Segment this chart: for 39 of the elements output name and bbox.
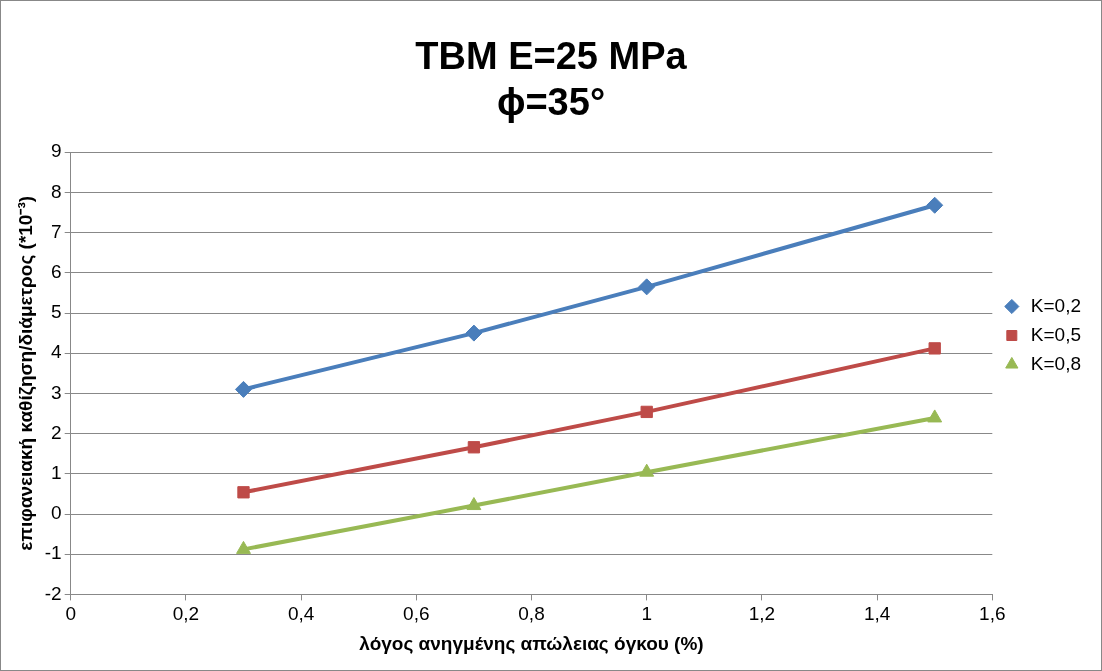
point [927, 409, 943, 423]
x-tick-label: 1,2 [748, 603, 776, 625]
point [465, 324, 483, 342]
point [466, 497, 482, 511]
y-tick-label: 2 [51, 421, 62, 443]
point [237, 486, 250, 499]
x-tick-label: 0,8 [518, 603, 545, 625]
x-tick-label: 1,4 [863, 603, 891, 625]
y-tick-label: -1 [44, 542, 62, 564]
x-axis-title: λόγος ανηγμένης απώλειας όγκου (%) [359, 632, 704, 654]
legend-label: K=0,2 [1030, 294, 1082, 316]
y-tick-label: 8 [51, 180, 62, 202]
x-tick-label: 0 [65, 603, 76, 625]
x-tick-label: 0,2 [172, 603, 200, 625]
y-tick-label: 5 [51, 301, 62, 323]
point [638, 278, 656, 296]
point [928, 342, 941, 355]
chart-title: TBM E=25 MPa ϕ=35° [415, 35, 688, 123]
y-axis-title: επιφανειακή καθίζηση/διάμετρος (*10⁻³) [14, 195, 37, 551]
point [235, 380, 252, 398]
x-tick-label: 0,4 [287, 603, 315, 625]
x-tick-label: 1 [641, 603, 652, 625]
x-tick-label: 1,6 [979, 603, 1006, 625]
y-tick-label: 7 [51, 220, 62, 242]
x-tick-label: 0,6 [403, 603, 430, 625]
legend-label: K=0,8 [1030, 352, 1082, 374]
point [639, 463, 655, 477]
y-tick-label: 0 [51, 502, 62, 524]
y-tick-label: 1 [51, 462, 62, 484]
y-tick-label: 6 [51, 261, 62, 283]
point [467, 441, 481, 454]
point [640, 405, 653, 419]
y-tick-label: 9 [51, 140, 62, 162]
y-tick-label: -2 [44, 582, 62, 604]
point [926, 196, 944, 214]
y-tick-label: 4 [51, 341, 63, 363]
y-tick-label: 3 [51, 381, 62, 403]
point [236, 540, 251, 554]
legend-label: K=0,5 [1030, 323, 1082, 345]
